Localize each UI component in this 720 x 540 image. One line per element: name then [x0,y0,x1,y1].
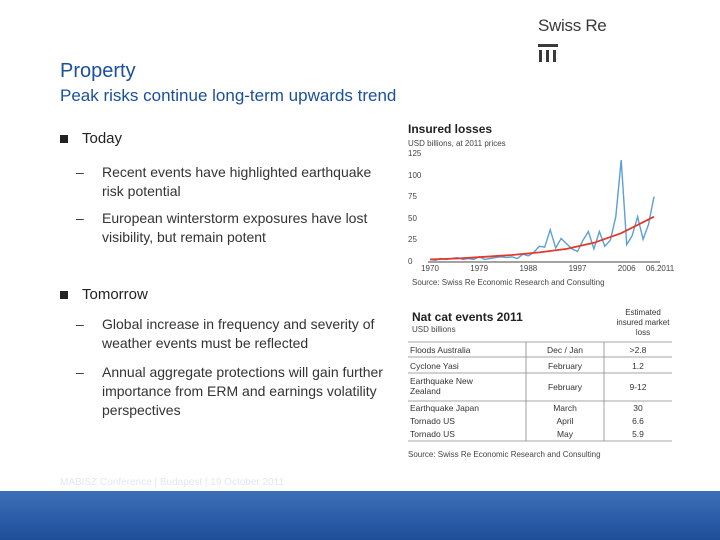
page-number: 7 [536,474,543,488]
series-line-trend [429,215,655,261]
chart-ylabel: USD billions, at 2011 prices [408,139,506,148]
chart-source: Source: Swiss Re Economic Research and C… [412,278,605,287]
x-tick-label: 1970 [421,264,439,273]
logo-text: Swiss Re [538,16,607,35]
x-tick-label: 1979 [470,264,488,273]
chart-title: Insured losses [408,122,493,136]
y-tick-label: 75 [408,192,417,201]
tomorrow-item-2: – Annual aggregate protections will gain… [76,364,383,418]
footer-text: MABISZ Conference | Budapest | 19 Octobe… [60,477,285,488]
estimated-loss-header: Estimated insured market loss [616,308,670,337]
y-tick-label: 50 [408,214,417,223]
nat-cat-title: Nat cat events 2011 [412,310,523,324]
tomorrow-item-1: – Global increase in frequency and sever… [76,316,375,351]
bullet-today-label: Today [82,130,123,147]
footer-bar [0,491,720,540]
y-tick-label: 0 [408,257,413,266]
swiss-re-logo: Swiss Re [538,16,628,67]
x-tick-label: 06.2011 [646,264,675,273]
today-item-1: – Recent events have highlighted earthqu… [76,164,372,199]
logo-mark-icon [538,44,558,62]
y-tick-label: 125 [408,149,422,158]
page-title: Property [60,60,136,82]
page-subtitle: Peak risks continue long-term upwards tr… [60,86,397,105]
x-tick-label: 2006 [618,264,636,273]
table-source: Source: Swiss Re Economic Research and C… [408,450,601,459]
bullet-square-icon [60,290,68,299]
x-tick-label: 1997 [569,264,587,273]
x-tick-label: 1988 [519,264,537,273]
y-tick-label: 100 [408,171,422,180]
today-item-2: – European winterstorm exposures have lo… [76,210,368,245]
y-tick-label: 25 [408,235,417,244]
bullet-square-icon [60,134,68,143]
bullet-today: Today [60,130,122,147]
nat-cat-subtitle: USD billions [412,325,456,334]
bullet-tomorrow-label: Tomorrow [82,286,148,303]
bullet-tomorrow: Tomorrow [60,286,148,303]
